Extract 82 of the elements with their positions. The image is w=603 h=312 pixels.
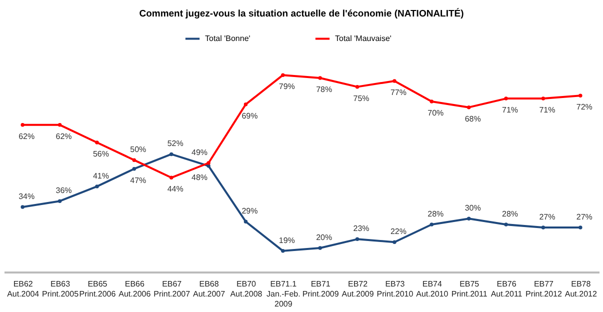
data-label: 19% [278, 236, 295, 245]
data-label: 34% [18, 192, 35, 201]
data-label: 30% [464, 204, 481, 213]
point [20, 123, 24, 127]
data-label: 29% [242, 206, 258, 216]
data-label: 69% [242, 111, 258, 120]
point [541, 96, 546, 100]
point [169, 176, 174, 180]
x-tick-label: EB72 Aut.2009 [342, 280, 374, 298]
data-label: 72% [576, 102, 592, 112]
x-tick-label: EB78 Aut.2012 [564, 280, 598, 298]
point [95, 184, 99, 188]
point [281, 73, 285, 77]
x-tick-label: EB75 Print.2011 [451, 280, 488, 298]
data-label: 23% [353, 224, 370, 234]
x-tick-label: EB70 Aut.2008 [230, 280, 263, 298]
data-label: 36% [56, 186, 72, 196]
data-label: 27% [576, 212, 592, 222]
data-label: 48% [192, 172, 208, 182]
data-label: 77% [390, 88, 406, 97]
point [466, 105, 471, 110]
x-tick-label: EB68 Aut.2007 [193, 280, 226, 298]
data-label: 70% [428, 108, 444, 118]
point [132, 158, 136, 162]
point [355, 84, 360, 89]
x-tick-label: EB63 Print.2005 [42, 280, 80, 298]
point [318, 246, 322, 250]
point [466, 216, 471, 221]
point [281, 249, 285, 253]
x-tick-label: EB74 Aut.2010 [416, 280, 449, 298]
point [430, 100, 434, 104]
point [244, 220, 248, 224]
data-label: 68% [464, 114, 481, 124]
x-tick-label: EB76 Aut.2011 [490, 280, 523, 298]
x-tick-label: EB73 Print.2010 [376, 280, 414, 298]
point [95, 140, 99, 144]
x-tick-label: EB62 Aut.2004 [7, 280, 40, 298]
data-label: 78% [316, 85, 332, 94]
data-label: 56% [92, 149, 109, 158]
x-tick-label: EB66 Aut.2006 [118, 280, 152, 298]
x-tick-label: EB67 Print.2007 [154, 280, 191, 298]
point [244, 102, 248, 106]
data-label: 41% [92, 171, 109, 180]
data-label: 62% [56, 132, 72, 141]
data-label: 28% [428, 210, 444, 219]
data-label: 62% [18, 132, 35, 141]
data-label: 47% [130, 176, 146, 185]
point [504, 96, 508, 100]
data-label: 20% [316, 232, 332, 242]
point [58, 123, 62, 127]
point [355, 237, 360, 242]
point [578, 226, 582, 230]
x-tick-label: EB71.1 Jan.-Feb. 2009 [266, 280, 300, 308]
data-label: 49% [192, 148, 208, 157]
point [392, 240, 396, 244]
data-label: 27% [539, 212, 556, 222]
x-tick-label: EB71 Print.2009 [302, 280, 340, 298]
data-label: 28% [502, 210, 518, 219]
data-label: 71% [502, 106, 518, 115]
legend-label: Total 'Bonne' [205, 34, 251, 43]
data-label: 75% [353, 94, 370, 103]
point [541, 226, 546, 230]
data-label: 50% [130, 145, 146, 154]
point [318, 76, 322, 80]
point [578, 94, 582, 98]
legend-label: Total 'Mauvaise' [335, 34, 392, 43]
data-label: 79% [278, 82, 295, 92]
data-label: 71% [539, 106, 556, 115]
point [504, 222, 508, 226]
point [58, 199, 62, 203]
point [132, 166, 136, 171]
point [20, 205, 24, 209]
point [169, 152, 174, 156]
data-label: 52% [167, 139, 184, 148]
data-label: 22% [390, 227, 406, 236]
point [430, 222, 434, 226]
point [392, 79, 396, 83]
x-tick-label: EB77 Print.2012 [525, 280, 563, 298]
chart-title: Comment jugez-vous la situation actuelle de l'économie (NATIONALITÉ) [139, 8, 464, 20]
x-tick-label: EB65 Print.2006 [79, 280, 116, 298]
data-label: 44% [167, 184, 184, 194]
point [206, 161, 210, 165]
